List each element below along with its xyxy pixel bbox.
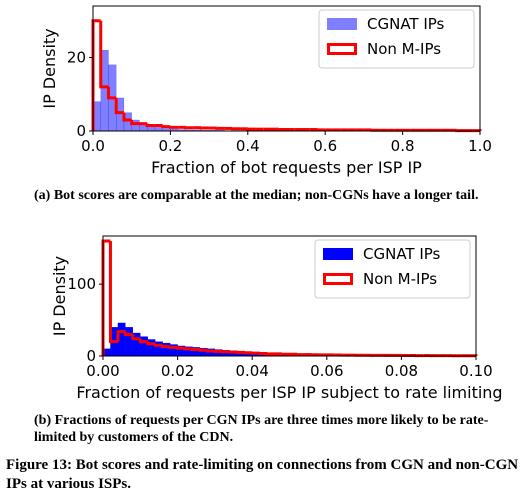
caption: (b) Fractions of requests per CGN IPs ar… [34, 413, 489, 445]
x-tick-label: 0.0 [81, 137, 105, 155]
step-segment [138, 338, 148, 344]
y-tick-label: 0 [76, 122, 86, 140]
step-segment [168, 125, 179, 129]
legend-label: CGNAT IPs [363, 245, 441, 263]
step-segment [168, 345, 178, 349]
step-segment [198, 348, 208, 352]
x-tick-label: 0.8 [391, 137, 415, 155]
x-tick-label: 0.2 [158, 137, 182, 155]
caption: (a) Bot scores are comparable at the med… [34, 188, 479, 203]
x-tick-label: 0.6 [313, 137, 337, 155]
y-axis-label: IP Density [40, 28, 59, 108]
step-segment [123, 331, 133, 336]
x-axis-label: Fraction of bot requests per ISP IP [151, 158, 422, 177]
step-segment [130, 119, 140, 126]
y-tick-label: 0 [86, 347, 96, 365]
axes-frame [92, 5, 481, 132]
legend-label: Non M-IPs [363, 270, 437, 288]
step-segment [99, 20, 109, 89]
chart: 0 20 0.0 0.2 0.4 0.6 0.8 1.0 Fraction of bot req… [40, 5, 492, 177]
legend-label: Non M-IPs [367, 40, 441, 58]
step-segment [161, 125, 171, 129]
legend-box [318, 9, 475, 69]
legend-swatch [327, 43, 357, 55]
step-segment [108, 241, 118, 344]
step-segment [205, 349, 215, 353]
step-segment [161, 345, 171, 349]
bar [162, 342, 171, 357]
step-segment [191, 348, 200, 352]
step-segment [114, 97, 124, 115]
x-tick-label: 0.04 [235, 362, 268, 380]
step-segment [183, 347, 193, 351]
x-tick-label: 1.0 [468, 137, 492, 155]
y-tick-label: 100 [67, 275, 96, 293]
legend-label: CGNAT IPs [367, 15, 445, 33]
bar [125, 327, 133, 357]
step-segment [106, 86, 117, 100]
legend-box [314, 239, 471, 299]
step-segment [146, 341, 156, 346]
y-axis-label: IP Density [50, 256, 69, 336]
x-tick-label: 0.10 [459, 362, 492, 380]
x-tick-label: 0.06 [310, 362, 343, 380]
x-tick-label: 0.02 [161, 362, 194, 380]
step-segment [176, 346, 186, 350]
y-tick-label: 20 [67, 48, 86, 66]
chart: 0 100 0.00 0.02 0.04 0.06 0.08 0.10 Fraction of … [50, 235, 503, 402]
legend-swatch [323, 248, 353, 260]
step-segment [153, 343, 163, 347]
x-tick-label: 0.4 [236, 137, 260, 155]
legend-swatch [327, 18, 357, 30]
figure-caption: Figure 13: Bot scores and rate-limiting … [6, 457, 519, 492]
x-tick-label: 0.08 [385, 362, 418, 380]
step-segment [131, 334, 141, 341]
x-tick-label: 0.00 [86, 362, 119, 380]
step-segment [122, 112, 132, 122]
step-segment [145, 123, 155, 127]
legend-swatch [323, 273, 353, 285]
axes-frame [102, 235, 477, 357]
step-segment [116, 330, 126, 342]
x-axis-label: Fraction of requests per ISP IP subject … [76, 383, 502, 402]
